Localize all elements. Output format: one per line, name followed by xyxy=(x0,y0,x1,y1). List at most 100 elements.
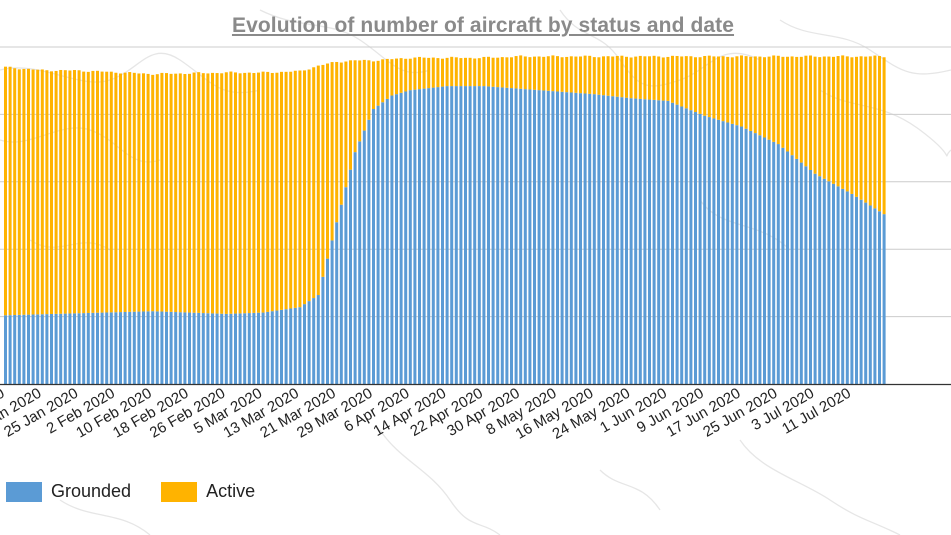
bar-grounded xyxy=(648,99,651,384)
bar-active xyxy=(123,72,127,312)
bar-active xyxy=(45,70,49,315)
bar-active xyxy=(206,73,210,314)
bar-active xyxy=(54,70,58,314)
bar-grounded xyxy=(243,313,247,384)
bar-active xyxy=(303,70,306,305)
bar-grounded xyxy=(758,135,762,384)
bar-active xyxy=(556,56,559,92)
bar-grounded xyxy=(431,87,435,385)
bar-grounded xyxy=(836,186,840,384)
bar-grounded xyxy=(266,311,270,384)
bar-active xyxy=(234,72,237,314)
bar-active xyxy=(873,55,877,209)
bar-grounded xyxy=(27,314,30,384)
bar-active xyxy=(59,69,63,314)
bar-grounded xyxy=(855,196,858,384)
bar-grounded xyxy=(496,87,500,384)
bar-active xyxy=(675,55,679,105)
bar-grounded xyxy=(671,102,674,385)
bar-grounded xyxy=(316,295,320,384)
bar-grounded xyxy=(376,105,380,384)
map-outline xyxy=(739,439,901,535)
bar-grounded xyxy=(592,94,596,385)
bar-grounded xyxy=(247,313,251,384)
bar-active xyxy=(289,71,293,309)
bar-grounded xyxy=(450,86,454,384)
bar-active xyxy=(707,55,711,118)
bar-grounded xyxy=(726,122,730,385)
bar-active xyxy=(390,59,394,96)
bar-grounded xyxy=(427,88,431,385)
bar-active xyxy=(192,72,196,313)
bar-grounded xyxy=(109,312,113,384)
bar-active xyxy=(385,58,389,99)
bar-active xyxy=(284,71,288,310)
bar-grounded xyxy=(776,144,780,384)
bar-active xyxy=(482,56,486,87)
bar-active xyxy=(151,74,155,312)
bar-grounded xyxy=(560,91,564,384)
bar-active xyxy=(629,57,633,99)
bar-grounded xyxy=(40,314,44,384)
bar-grounded xyxy=(579,93,582,385)
bar-active xyxy=(781,56,785,148)
bar-grounded xyxy=(82,313,86,384)
bar-active xyxy=(868,56,872,206)
bar-grounded xyxy=(215,313,219,384)
bar-active xyxy=(270,72,274,312)
bar-active xyxy=(767,56,771,140)
bar-active xyxy=(671,55,674,103)
bar-grounded xyxy=(864,202,868,384)
bar-active xyxy=(17,69,21,315)
bar-grounded xyxy=(206,313,210,384)
bar-grounded xyxy=(505,87,509,384)
bar-active xyxy=(31,69,35,315)
bar-active xyxy=(468,57,472,87)
bar-active xyxy=(63,70,67,314)
bar-grounded xyxy=(381,102,385,385)
bar-grounded xyxy=(804,166,808,384)
bar-active xyxy=(293,70,297,308)
bar-active xyxy=(114,72,118,313)
bar-grounded xyxy=(482,86,486,384)
bar-grounded xyxy=(367,119,371,384)
bar-grounded xyxy=(551,91,555,385)
bar-grounded xyxy=(735,125,739,385)
bar-active xyxy=(201,73,205,314)
bar-grounded xyxy=(174,312,178,384)
bar-active xyxy=(836,56,840,187)
bar-active xyxy=(459,58,463,87)
bar-grounded xyxy=(390,95,394,384)
bar-active xyxy=(818,57,822,177)
legend-label-active: Active xyxy=(206,481,256,501)
bar-grounded xyxy=(832,183,835,384)
bar-grounded xyxy=(841,188,845,384)
bar-active xyxy=(408,58,412,91)
bar-active xyxy=(574,56,578,93)
bar-grounded xyxy=(326,258,329,384)
bar-grounded xyxy=(790,155,794,384)
bar-active xyxy=(579,56,582,94)
bar-grounded xyxy=(537,90,541,384)
bar-active xyxy=(519,55,523,89)
bar-active xyxy=(13,68,17,316)
bar-grounded xyxy=(436,87,440,384)
bar-active xyxy=(413,57,417,90)
bar-grounded xyxy=(500,87,504,384)
bar-grounded xyxy=(229,313,233,384)
bar-grounded xyxy=(721,121,725,384)
bar-grounded xyxy=(270,311,274,384)
bar-active xyxy=(625,56,628,98)
map-outline xyxy=(0,127,161,163)
bar-active xyxy=(178,73,182,313)
bar-active xyxy=(735,56,739,126)
legend: Grounded Active xyxy=(6,481,285,502)
bar-grounded xyxy=(441,86,444,384)
bar-active xyxy=(344,61,348,188)
bar-active xyxy=(652,55,656,100)
bar-active xyxy=(395,58,398,95)
bar-grounded xyxy=(280,309,283,384)
bar-grounded xyxy=(395,94,398,385)
bar-grounded xyxy=(31,314,35,384)
